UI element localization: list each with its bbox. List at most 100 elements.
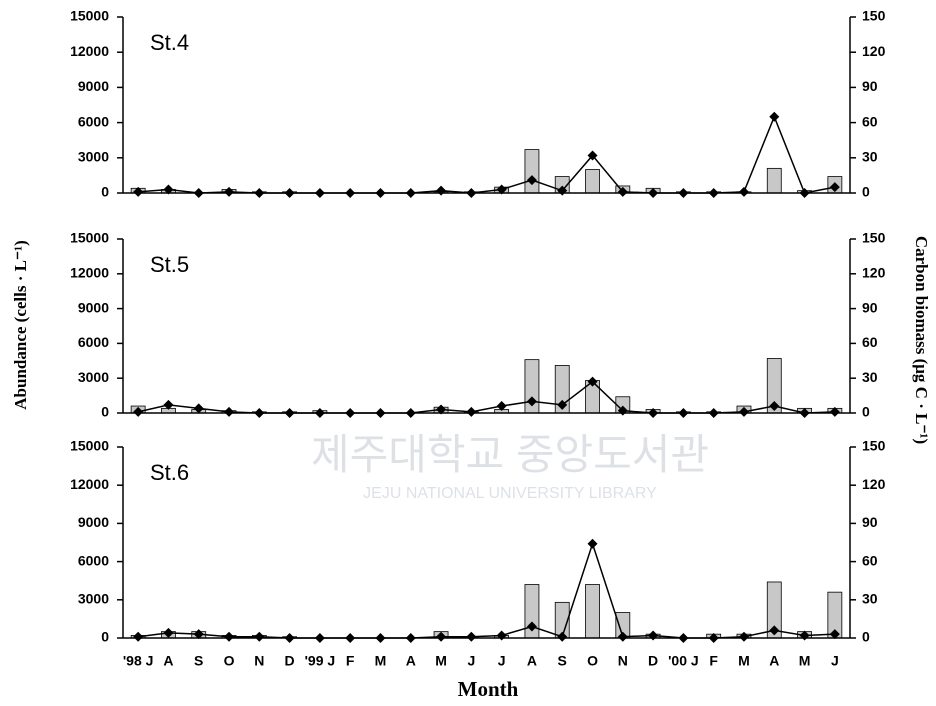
- y-tick-label: 12000: [70, 476, 109, 492]
- y-tick-label: 3000: [78, 149, 109, 165]
- y-tick-label: 9000: [78, 299, 109, 315]
- x-tick-label: M: [799, 653, 811, 669]
- y2-tick-label: 60: [862, 113, 878, 129]
- x-tick-label: J: [467, 653, 475, 669]
- y2-tick-label: 90: [862, 514, 878, 530]
- marker: [193, 629, 204, 640]
- x-tick-label: A: [163, 653, 173, 669]
- y-tick-label: 9000: [78, 78, 109, 94]
- y2-tick-label: 0: [862, 629, 870, 645]
- bar: [524, 149, 540, 194]
- x-tick-label: N: [618, 653, 628, 669]
- marker: [829, 182, 840, 193]
- marker: [526, 175, 537, 186]
- marker: [829, 406, 840, 417]
- bar: [766, 167, 782, 194]
- y-tick-label: 0: [101, 629, 109, 645]
- x-axis-label: Month: [458, 677, 519, 701]
- x-tick-label: '99 J: [305, 653, 336, 669]
- x-tick-label: A: [769, 653, 779, 669]
- y-tick-label: 3000: [78, 591, 109, 607]
- marker: [224, 631, 235, 642]
- y-tick-label: 0: [101, 184, 109, 200]
- marker: [587, 150, 598, 161]
- marker: [526, 621, 537, 632]
- y-tick-label: 0: [101, 404, 109, 420]
- x-tick-label: D: [285, 653, 295, 669]
- y2-tick-label: 60: [862, 552, 878, 568]
- marker: [829, 629, 840, 640]
- marker: [738, 631, 749, 642]
- line: [137, 380, 835, 414]
- marker: [587, 376, 598, 387]
- x-tick-label: O: [587, 653, 598, 669]
- marker: [163, 627, 174, 638]
- x-tick-label: N: [254, 653, 264, 669]
- y2-tick-label: 150: [862, 8, 886, 24]
- y-tick-label: 3000: [78, 369, 109, 385]
- marker: [738, 186, 749, 197]
- marker: [769, 625, 780, 636]
- marker: [648, 630, 659, 641]
- x-tick-label: D: [648, 653, 658, 669]
- y-tick-label: 6000: [78, 334, 109, 350]
- x-tick-label: '98 J: [123, 653, 154, 669]
- y-tick-label: 15000: [70, 230, 109, 246]
- marker: [557, 399, 568, 410]
- y-tick-label: 15000: [70, 8, 109, 24]
- marker: [496, 184, 507, 195]
- bar: [585, 169, 600, 194]
- marker: [587, 538, 598, 549]
- marker: [133, 631, 144, 642]
- y2-tick-label: 90: [862, 78, 878, 94]
- y2-tick-label: 150: [862, 438, 886, 454]
- marker: [738, 406, 749, 417]
- watermark-text: JEJU NATIONAL UNIVERSITY LIBRARY: [363, 485, 657, 502]
- x-tick-label: S: [194, 653, 203, 669]
- line: [138, 541, 835, 639]
- y2-tick-label: 120: [862, 476, 886, 492]
- x-tick-label: S: [558, 653, 567, 669]
- y-tick-label: 12000: [70, 265, 109, 281]
- marker: [163, 184, 174, 195]
- y2-tick-label: 0: [862, 404, 870, 420]
- x-tick-label: A: [527, 653, 537, 669]
- marker: [466, 631, 477, 642]
- y2-axis-label: Carbon biomass (μg C · L⁻¹): [912, 236, 931, 444]
- marker: [163, 399, 174, 410]
- y-tick-label: 6000: [78, 552, 109, 568]
- marker: [496, 630, 507, 641]
- line: [138, 114, 835, 194]
- bar: [585, 584, 600, 639]
- x-tick-label: M: [435, 653, 447, 669]
- x-tick-label: F: [709, 653, 718, 669]
- x-tick-label: F: [346, 653, 355, 669]
- marker: [254, 631, 265, 642]
- marker: [133, 406, 144, 417]
- y2-tick-label: 120: [862, 265, 886, 281]
- y2-tick-label: 30: [862, 369, 878, 385]
- marker: [466, 406, 477, 417]
- marker: [224, 186, 235, 197]
- y2-tick-label: 0: [862, 184, 870, 200]
- y2-tick-label: 30: [862, 591, 878, 607]
- y2-tick-label: 30: [862, 149, 878, 165]
- marker: [617, 631, 628, 642]
- marker: [496, 401, 507, 412]
- x-tick-label: M: [738, 653, 750, 669]
- marker: [133, 186, 144, 197]
- y2-tick-label: 120: [862, 43, 886, 59]
- marker: [436, 404, 447, 415]
- marker: [769, 111, 780, 122]
- marker: [436, 185, 447, 196]
- x-tick-label: A: [406, 653, 416, 669]
- panel-title: St.4: [150, 30, 189, 55]
- y-axis-label: Abundance (cells · L⁻¹): [11, 240, 30, 409]
- y-tick-label: 15000: [70, 438, 109, 454]
- marker: [526, 396, 537, 407]
- watermark: 제주대학교 중앙도서관 JEJU NATIONAL UNIVERSITY LIB…: [311, 431, 709, 502]
- marker: [557, 631, 568, 642]
- y-tick-label: 6000: [78, 113, 109, 129]
- marker: [224, 406, 235, 417]
